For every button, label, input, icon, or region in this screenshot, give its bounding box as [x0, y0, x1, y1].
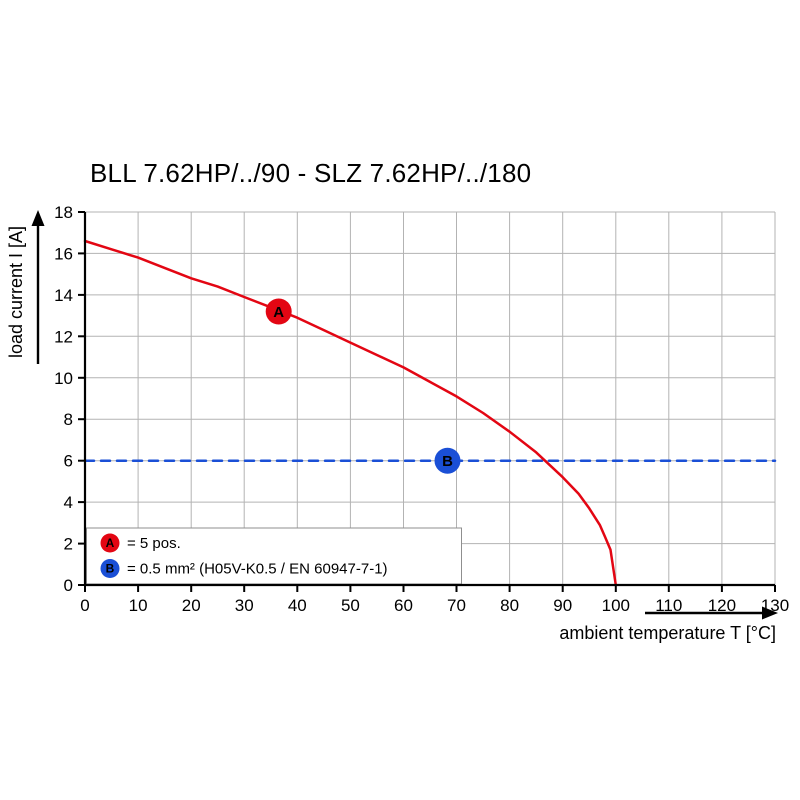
axes — [78, 211, 776, 592]
x-tick-label: 0 — [80, 596, 89, 615]
legend-symbol-letter: B — [106, 562, 115, 576]
x-tick-label: 10 — [129, 596, 148, 615]
x-tick-label: 40 — [288, 596, 307, 615]
marker-B: B — [434, 447, 461, 474]
x-axis-arrow-head — [762, 606, 778, 620]
y-tick-label: 12 — [54, 327, 73, 346]
x-axis-arrow — [645, 606, 778, 620]
marker-A: A — [265, 298, 292, 325]
y-tick-label: 0 — [64, 576, 73, 595]
marker-letter-A: A — [273, 304, 284, 321]
x-tick-label: 100 — [602, 596, 630, 615]
y-tick-label: 8 — [64, 410, 73, 429]
legend-symbol-A — [100, 533, 120, 553]
y-axis-label: load current I [A] — [6, 226, 26, 358]
y-tick-label: 18 — [54, 203, 73, 222]
curve-group — [83, 239, 618, 587]
grid-lines — [85, 211, 776, 585]
y-tick-label: 4 — [64, 493, 73, 512]
legend-symbol-letter: A — [106, 536, 115, 550]
derating-curve-5pos — [83, 239, 618, 587]
marker-circle-B — [434, 447, 461, 474]
y-tick-label: 2 — [64, 535, 73, 554]
legend-box — [86, 527, 462, 585]
markers: AB — [265, 298, 461, 474]
legend-entry-text: = 5 pos. — [127, 535, 181, 552]
tick-labels: 0 10 20 30 40 50 60 70 80 90 100 110 120 130024681012… — [54, 203, 789, 615]
x-tick-label: 60 — [394, 596, 413, 615]
x-tick-label: 90 — [553, 596, 572, 615]
y-tick-label: 16 — [54, 244, 73, 263]
legend: A = 5 pos. B = 0.5 mm² (H05V-K0.5 / EN 6094… — [86, 527, 462, 585]
legend-entry-text: = 0.5 mm² (H05V-K0.5 / EN 60947-7-1) — [127, 561, 388, 578]
x-tick-label: 70 — [447, 596, 466, 615]
y-tick-label: 10 — [54, 369, 73, 388]
y-axis-arrow — [31, 210, 45, 364]
x-axis-label: ambient temperature T [°C] — [559, 623, 776, 643]
x-tick-label: 50 — [341, 596, 360, 615]
y-tick-label: 6 — [64, 452, 73, 471]
x-tick-label: 110 — [655, 596, 682, 615]
y-tick-label: 14 — [54, 286, 73, 305]
marker-circle-A — [265, 298, 292, 325]
marker-letter-B: B — [442, 453, 453, 470]
chart-title: BLL 7.62HP/../90 - SLZ 7.62HP/../180 — [90, 158, 532, 188]
y-axis-arrow-head — [31, 210, 45, 226]
x-tick-label: 80 — [500, 596, 519, 615]
legend-symbol-B — [100, 559, 120, 578]
x-tick-label: 120 — [708, 596, 736, 615]
x-tick-label: 30 — [235, 596, 254, 615]
x-tick-label: 20 — [182, 596, 201, 615]
